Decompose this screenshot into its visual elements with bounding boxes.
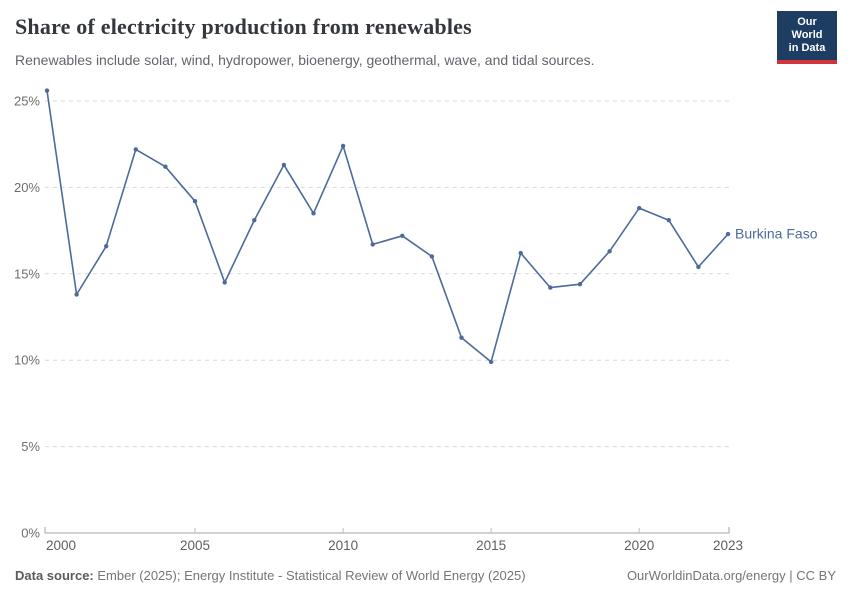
x-axis-line (44, 527, 730, 534)
data-point (104, 244, 109, 249)
chart-title: Share of electricity production from ren… (15, 14, 472, 39)
data-source-value: Ember (2025); Energy Institute - Statist… (93, 568, 526, 583)
x-axis-tick-label: 2010 (328, 538, 358, 553)
data-point (222, 280, 227, 285)
data-point (725, 231, 731, 237)
data-point (252, 218, 257, 223)
data-point (192, 199, 198, 204)
owid-logo: Our World in Data (777, 11, 837, 64)
chart-subtitle: Renewables include solar, wind, hydropow… (15, 52, 595, 68)
data-point (400, 233, 405, 238)
data-point (607, 249, 612, 254)
data-point (518, 250, 523, 256)
data-point (666, 218, 671, 223)
x-axis-tick-label: 2015 (476, 538, 506, 553)
data-point (577, 282, 583, 287)
series-line (46, 89, 729, 363)
data-point (74, 292, 79, 297)
data-point (340, 143, 346, 149)
data-point (548, 285, 553, 290)
data-source-text: Data source: Ember (2025); Energy Instit… (15, 568, 526, 583)
data-point (133, 147, 138, 152)
series-end-label: Burkina Faso (735, 226, 818, 242)
data-point (696, 264, 701, 270)
x-axis-tick-label: 2020 (624, 538, 654, 553)
x-axis-tick-label: 2000 (46, 538, 76, 553)
data-point (44, 88, 50, 93)
data-point (311, 211, 316, 216)
y-axis-tick-label: 15% (14, 266, 40, 281)
data-point (459, 335, 464, 340)
data-point (637, 205, 642, 211)
owid-url-license: OurWorldinData.org/energy | CC BY (626, 568, 836, 583)
data-point (281, 162, 287, 168)
y-axis-tick-label: 25% (14, 94, 40, 109)
data-point (488, 359, 494, 365)
data-point (429, 254, 435, 259)
data-source-label: Data source: (15, 568, 94, 583)
x-axis-tick-label: 2005 (180, 538, 210, 553)
data-point (163, 164, 168, 169)
y-axis-tick-label: 0% (21, 526, 40, 541)
owid-logo-line1: Our World (791, 16, 823, 41)
y-axis-tick-label: 10% (14, 353, 40, 368)
chart-footer: Data source: Ember (2025); Energy Instit… (15, 568, 836, 583)
y-axis-tick-label: 20% (14, 180, 40, 195)
y-axis-tick-label: 5% (21, 439, 40, 454)
data-point (370, 242, 375, 247)
x-axis-tick-label: 2023 (713, 538, 743, 553)
owid-logo-line2: in Data (788, 42, 826, 54)
